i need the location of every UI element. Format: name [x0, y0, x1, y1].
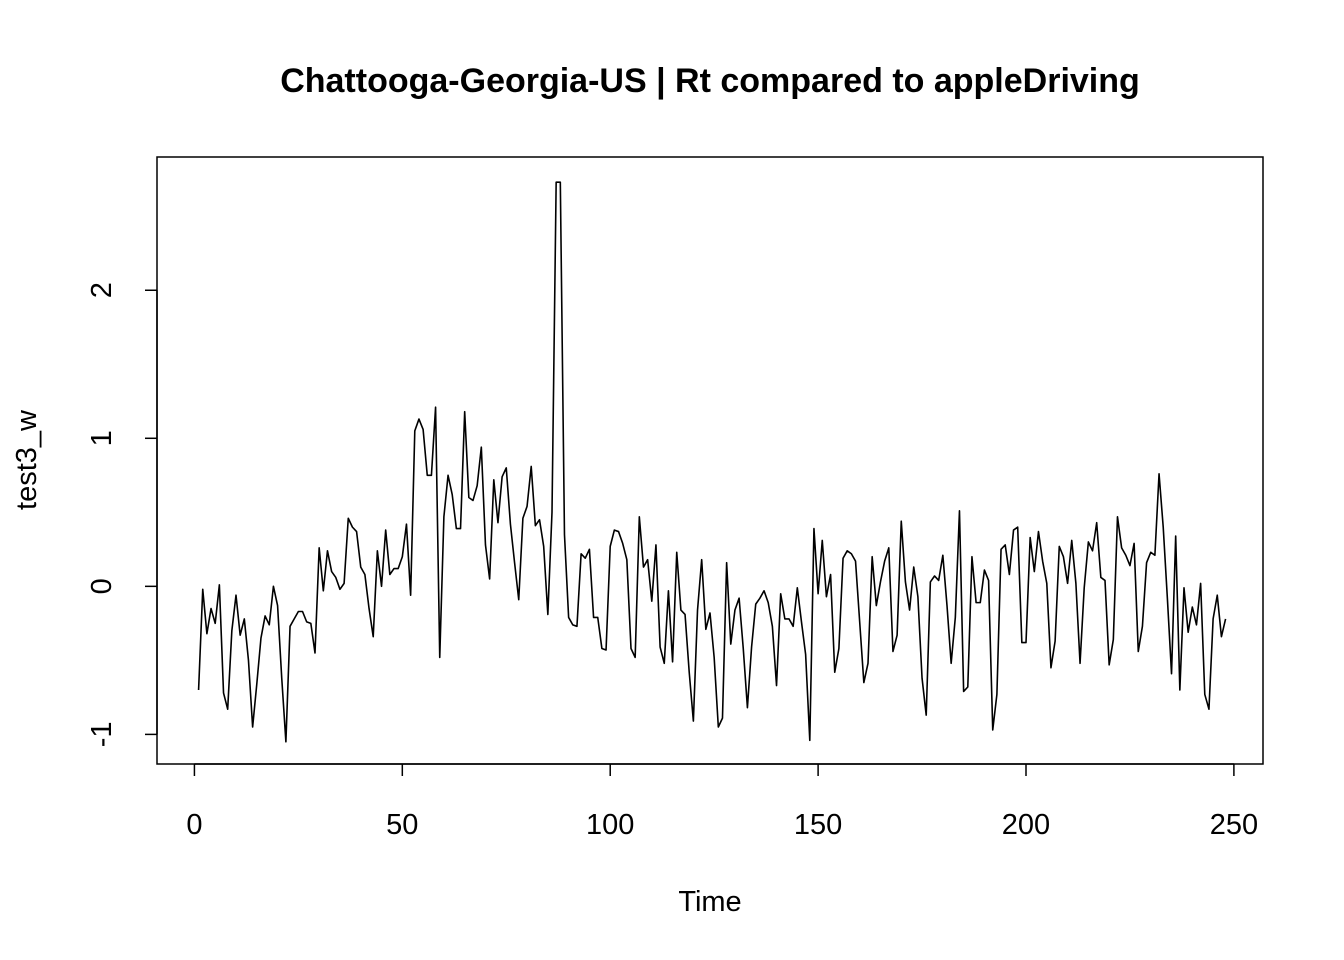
y-axis-title: test3_w [11, 409, 43, 510]
plot-frame [156, 156, 1264, 765]
chart-title: Chattooga-Georgia-US | Rt compared to ap… [280, 62, 1140, 100]
x-axis-title: Time [678, 886, 741, 918]
x-tick-label: 100 [586, 809, 634, 841]
series-line [197, 181, 1227, 743]
x-tick-label: 0 [186, 809, 202, 841]
y-axis: -1 0 1 2 [86, 282, 158, 747]
x-tick-label: 50 [386, 809, 418, 841]
x-tick-label: 250 [1210, 809, 1258, 841]
x-tick-label: 200 [1002, 809, 1050, 841]
x-tick-label: 150 [794, 809, 842, 841]
y-tick-label: 0 [86, 578, 118, 594]
y-tick-label: 1 [86, 430, 118, 446]
x-axis: 0 50 100 150 200 250 [186, 763, 1258, 841]
y-tick-label: 2 [86, 282, 118, 298]
y-tick-label: -1 [86, 721, 118, 747]
